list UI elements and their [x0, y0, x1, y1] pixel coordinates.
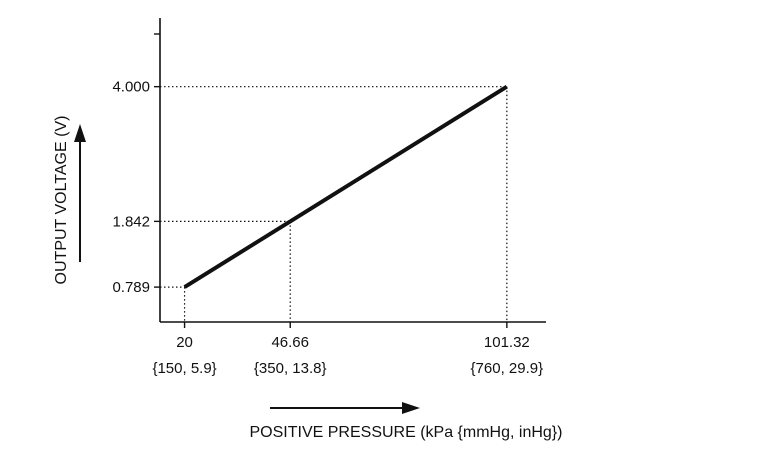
x-tick-label-2: 101.32	[484, 334, 530, 351]
x-axis-label: POSITIVE PRESSURE (kPa {mmHg, inHg})	[250, 424, 563, 441]
right-arrow-icon	[402, 402, 420, 414]
y-tick-label-0: 0.789	[112, 279, 150, 296]
y-tick-label-1: 1.842	[112, 213, 150, 230]
y-ticks: 0.789 1.842 4.000	[112, 79, 160, 296]
x-axis-label-group: POSITIVE PRESSURE (kPa {mmHg, inHg})	[250, 402, 563, 441]
x-tick-label-0: 20	[176, 334, 193, 351]
x-ticks: 20 {150, 5.9} 46.66 {350, 13.8} 101.32 {760, …	[152, 322, 543, 377]
reference-lines	[160, 86, 508, 322]
y-tick-label-2: 4.000	[112, 79, 150, 96]
y-axis-label-group: OUTPUT VOLTAGE (V)	[53, 116, 86, 285]
series-line	[183, 85, 508, 289]
x-tick-sublabel-1: {350, 13.8}	[254, 360, 327, 377]
y-axis-label: OUTPUT VOLTAGE (V)	[53, 116, 70, 285]
x-tick-label-1: 46.66	[271, 334, 309, 351]
x-tick-sublabel-2: {760, 29.9}	[471, 360, 544, 377]
x-tick-sublabel-0: {150, 5.9}	[152, 360, 216, 377]
up-arrow-icon	[74, 124, 86, 142]
